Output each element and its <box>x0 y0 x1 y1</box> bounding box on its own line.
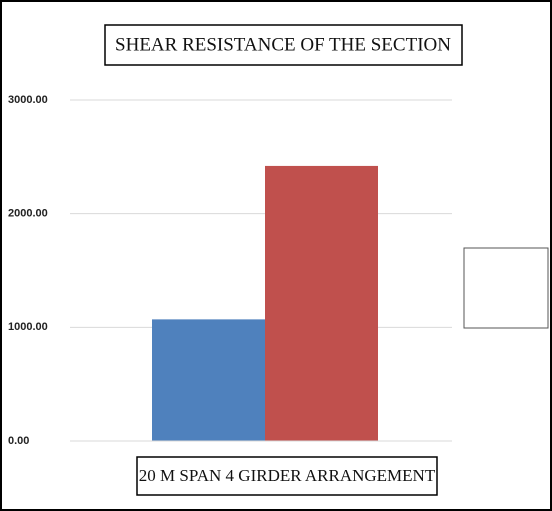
y-tick-label: 2000.00 <box>8 208 48 220</box>
title-box <box>104 24 463 66</box>
bar <box>265 165 378 441</box>
legend-box <box>463 247 549 329</box>
y-tick-label: 3000.00 <box>8 94 48 106</box>
y-tick-label: 1000.00 <box>8 321 48 333</box>
y-tick-label: 0.00 <box>8 435 29 447</box>
x-label-box <box>136 456 438 496</box>
chart-title: SHEAR RESISTANCE OF THE SECTION <box>115 34 451 55</box>
x-axis-label: 20 M SPAN 4 GIRDER ARRANGEMENT <box>139 466 436 485</box>
bar <box>152 319 265 441</box>
